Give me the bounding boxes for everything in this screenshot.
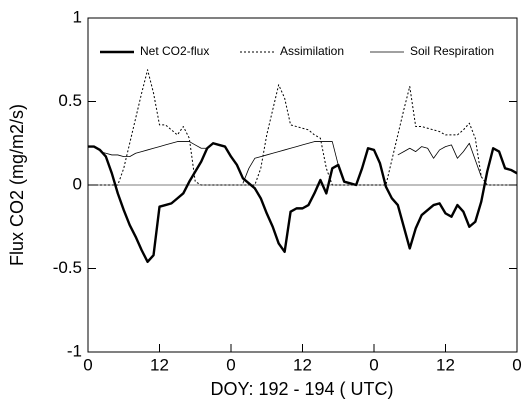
series-line (88, 142, 518, 264)
y-tick-label: 0.5 (58, 91, 82, 110)
legend-label: Soil Respiration (410, 44, 494, 58)
x-tick-label: 0 (369, 355, 378, 374)
y-tick-label: -0.5 (53, 258, 82, 277)
x-tick-label: 12 (150, 355, 169, 374)
series-line (99, 141, 482, 184)
legend-label: Assimilation (280, 44, 344, 58)
x-tick-label: 12 (436, 355, 455, 374)
x-tick-label: 0 (226, 355, 235, 374)
y-tick-label: 1 (73, 7, 82, 26)
y-tick-label: 0 (73, 174, 82, 193)
series-line (88, 69, 517, 186)
x-tick-label: 12 (293, 355, 312, 374)
x-tick-label: 0 (512, 355, 521, 374)
x-tick-label: 0 (83, 355, 92, 374)
legend-label: Net CO2-flux (140, 44, 209, 58)
y-axis-label: Flux CO2 (mg/m2/s) (7, 104, 27, 266)
x-axis-label: DOY: 192 - 194 ( UTC) (210, 379, 393, 399)
y-tick-label: -1 (67, 341, 82, 360)
